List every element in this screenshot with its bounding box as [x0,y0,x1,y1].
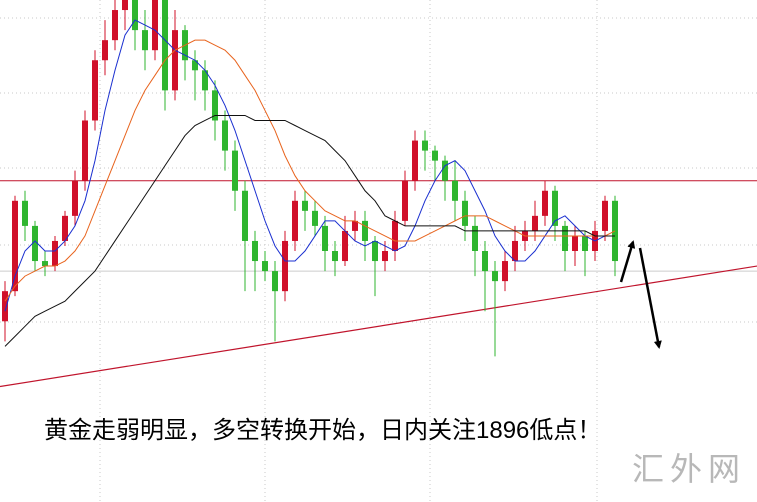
candle-body [502,261,508,282]
candle-body [232,150,238,191]
candle-body [122,0,128,11]
candle-body [262,261,268,272]
candle-body [242,190,248,241]
candle-body [212,90,218,121]
candle-body [552,190,558,226]
candle-body [492,271,498,282]
moving-average [4,114,615,347]
candle-body [382,251,388,262]
candle-body [192,60,198,71]
watermark: 汇外网 [632,450,746,488]
candle-body [482,251,488,272]
candle-body [132,0,138,31]
candle-body [282,240,288,292]
candle-body [452,180,458,201]
candle-body [462,200,468,226]
candle-body [42,261,48,267]
candle-body [82,120,88,181]
candle-body [92,60,98,121]
candle-body [602,200,608,231]
candle-body [12,200,18,292]
candle-body [292,200,298,241]
candle-body [312,210,318,226]
candle-body [392,220,398,251]
candle-body [412,140,418,181]
candle-body [512,240,518,262]
candle-body [222,120,228,151]
candle-body [32,225,38,262]
candle-body [362,220,368,241]
candle-body [22,200,28,226]
candle-body [542,190,548,216]
candle-body [372,240,378,262]
candle-body [272,271,278,292]
down-arrow [638,247,662,349]
up-arrow [619,240,636,283]
candle-body [332,251,338,262]
candle-body [352,220,358,231]
plot [0,0,757,388]
candle-body [202,70,208,91]
candle-body [472,225,478,251]
candle-body [532,215,538,231]
candle-body [142,30,148,51]
candle-body [582,235,588,251]
candle-body [102,40,108,61]
candle-body [422,140,428,151]
moving-average [4,19,615,312]
candle-body [62,215,68,241]
candle-body [72,180,78,216]
candle-body [442,160,448,181]
candle-body [572,235,578,251]
candle-body [562,225,568,251]
candle-body [402,180,408,221]
annotation: 黄金走弱明显，多空转换开始，日内关注1896低点！ [44,417,601,444]
candle-body [52,240,58,267]
candle-body [302,200,308,211]
trend-line [0,265,757,388]
moving-average [4,39,616,302]
candle-body [2,291,8,322]
candle-body [322,225,328,251]
candle-body [162,0,168,91]
candle-body [432,150,438,161]
candle-body [252,240,258,262]
candle-body [152,0,158,51]
candle-body [112,10,118,41]
candle-body [172,30,178,91]
candle-body [342,230,348,262]
